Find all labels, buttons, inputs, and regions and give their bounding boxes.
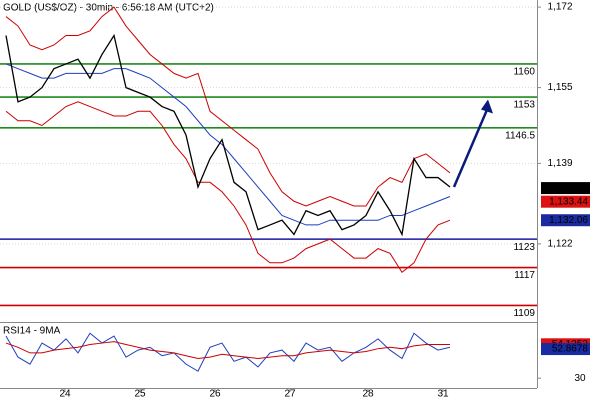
- price-tag-label: 1,133.78: [549, 183, 588, 194]
- price-tag: [541, 182, 590, 195]
- rsi-tag: [541, 343, 590, 356]
- x-tick-label: 27: [284, 389, 296, 400]
- x-tick-label: 26: [209, 389, 221, 400]
- y-tick-label: 1,155: [547, 82, 572, 93]
- price-tag-label: 1,132.06: [549, 215, 588, 226]
- indicator-line: [5, 101, 451, 274]
- y-tick-label: 1,172: [547, 2, 572, 13]
- level-label: 1160: [513, 67, 535, 78]
- level-label: 1117: [514, 270, 535, 281]
- price-tag: [541, 214, 590, 227]
- level-label: 1146.5: [505, 130, 535, 141]
- indicator-line: [5, 6, 451, 207]
- rsi-tick-label: 30: [574, 373, 586, 384]
- rsi-line: [5, 341, 450, 360]
- x-tick-label: 31: [437, 389, 449, 400]
- target-arrow: [452, 106, 490, 188]
- level-label: 1153: [513, 100, 535, 111]
- x-tick-label: 25: [134, 389, 146, 400]
- rsi-line: [5, 332, 451, 372]
- rsi-title: RSI14 - 9MA: [3, 326, 61, 337]
- chart-title: GOLD (US$/OZ) - 30min - 6:56:18 AM (UTC+…: [3, 3, 214, 14]
- price-tag-label: 1,133.44: [549, 196, 588, 207]
- level-label: 1109: [513, 308, 535, 319]
- level-label: 1123: [513, 242, 535, 253]
- y-tick-label: 1,139: [547, 158, 572, 169]
- price-tag: [541, 195, 590, 208]
- arrow-head: [481, 99, 493, 114]
- indicator-line: [5, 63, 451, 226]
- x-tick-label: 28: [362, 389, 374, 400]
- price-line: [5, 33, 451, 237]
- x-tick-label: 24: [59, 389, 71, 400]
- y-tick-label: 1,122: [547, 239, 572, 250]
- rsi-tag-label: 52.8678: [552, 344, 589, 355]
